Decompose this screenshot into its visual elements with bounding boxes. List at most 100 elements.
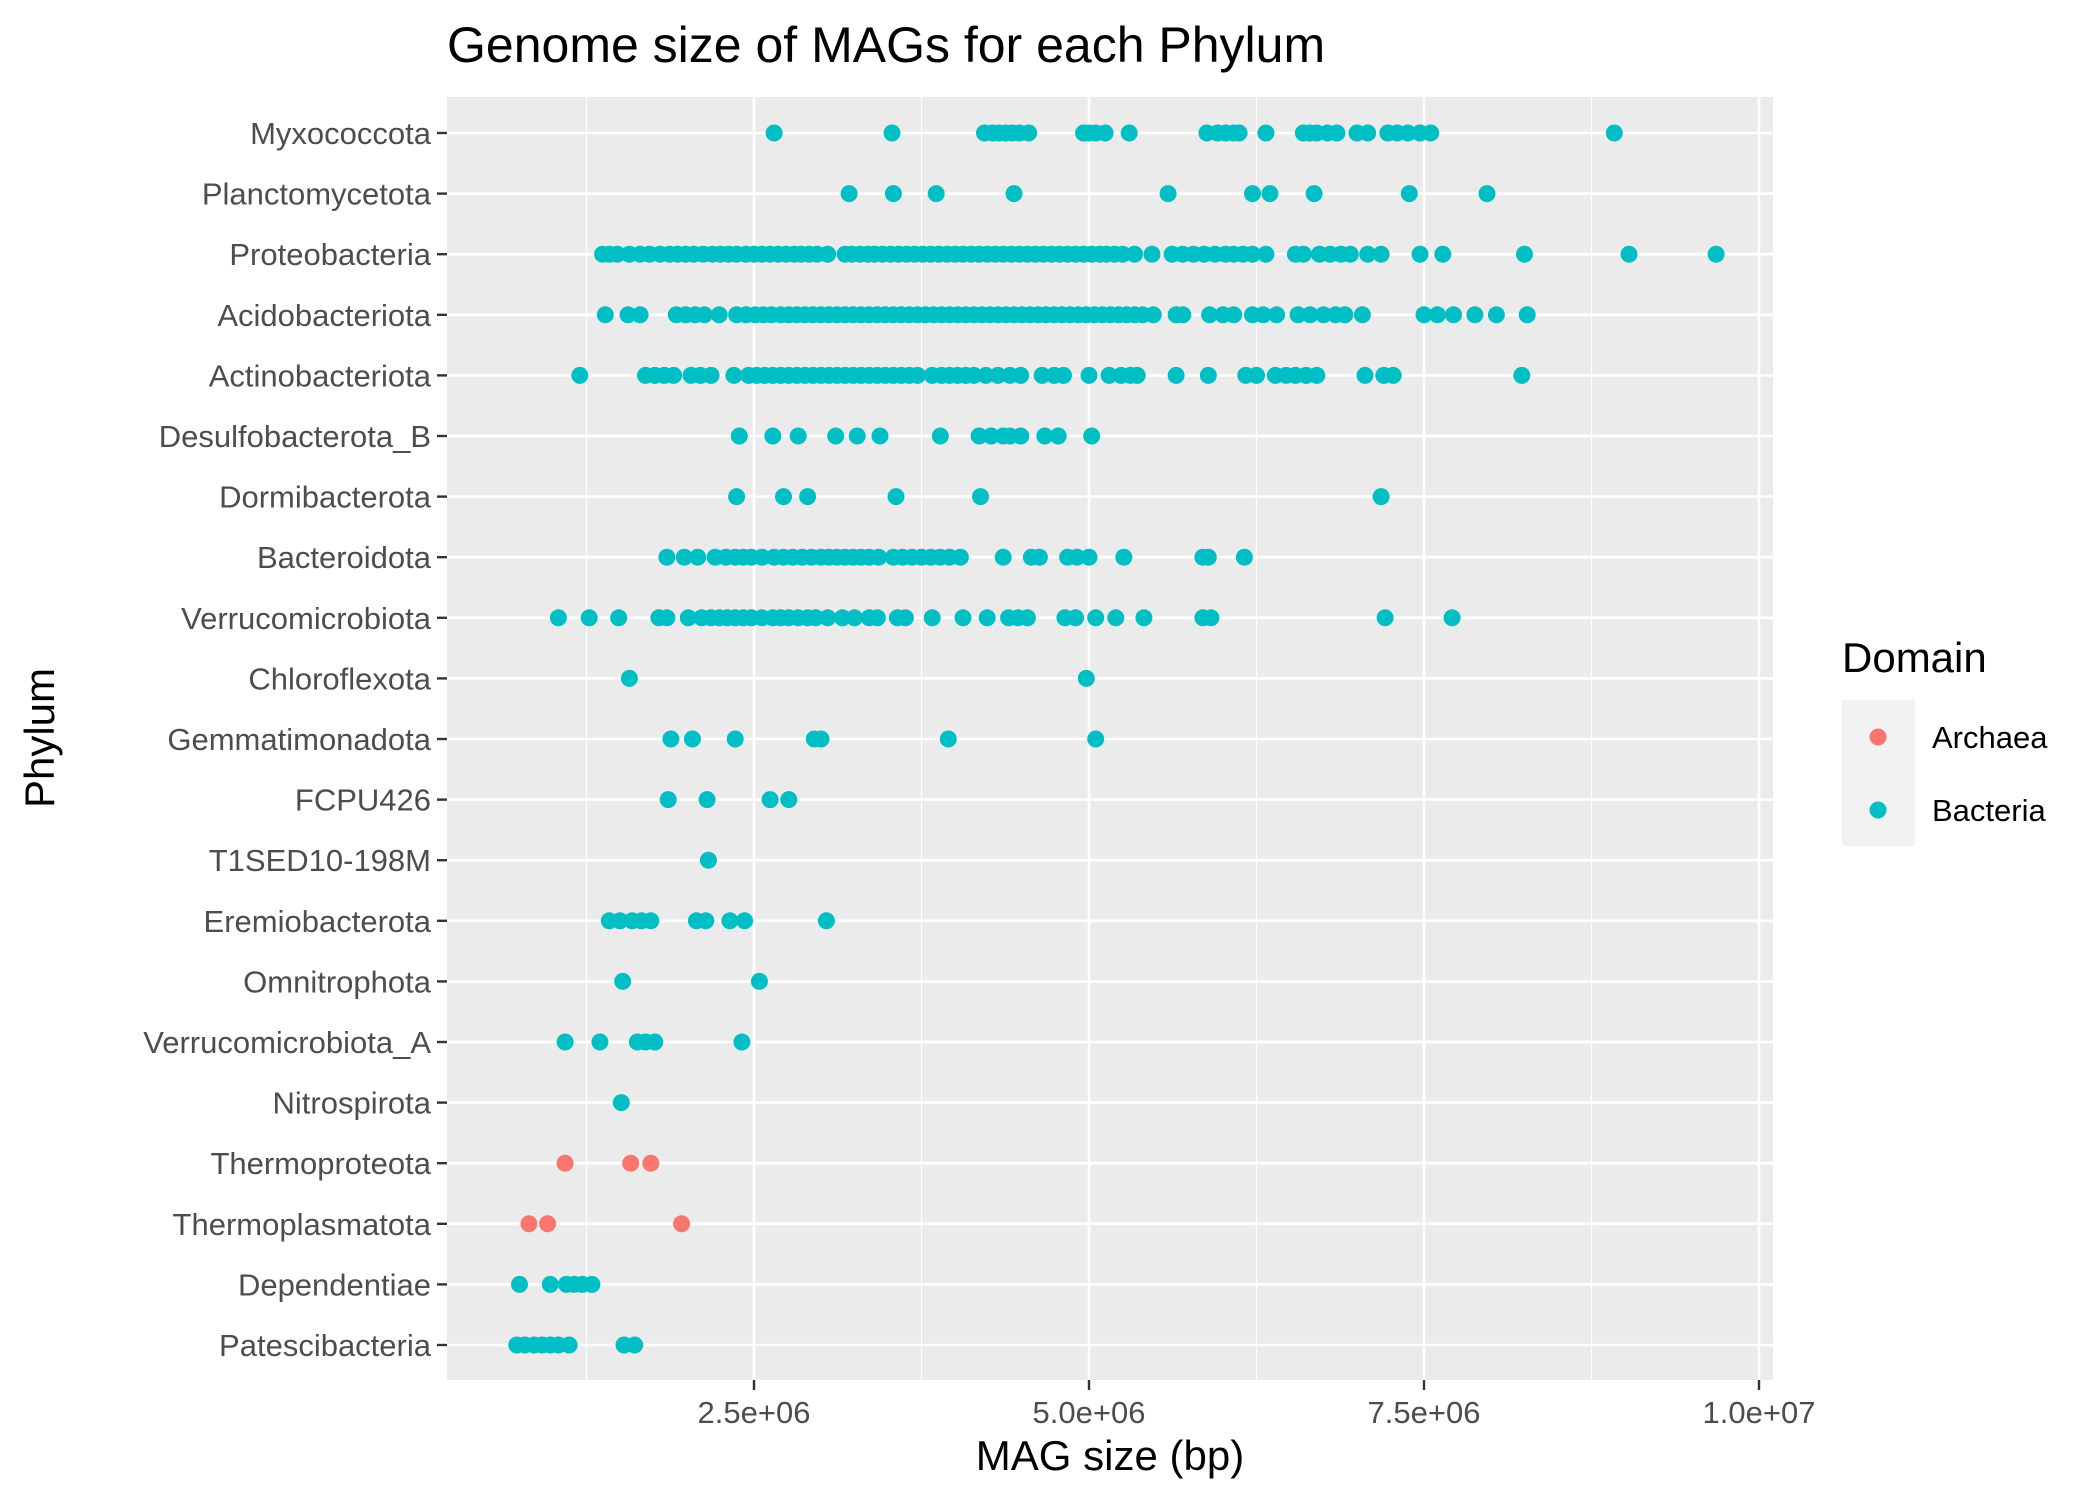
data-point-bacteria [614,972,632,990]
data-point-bacteria [761,791,779,809]
data-point-bacteria [642,912,660,930]
data-point-bacteria [549,609,567,627]
data-point-bacteria [1005,185,1023,203]
y-tick-label: Dormibacterota [219,480,432,515]
legend-label-archaea: Archaea [1932,720,2048,755]
data-point-bacteria [710,306,728,324]
data-point-bacteria [1257,124,1275,142]
data-point-bacteria [736,912,754,930]
data-point-bacteria [884,185,902,203]
data-point-bacteria [978,609,996,627]
x-axis: 2.5e+06 5.0e+06 7.5e+06 1.0e+07 [698,1380,1816,1430]
data-point-bacteria [989,366,1007,384]
data-point-bacteria [1399,124,1417,142]
data-point-bacteria [775,488,792,506]
y-tick-label: Chloroflexota [248,661,431,696]
y-tick-label: Patescibacteria [219,1328,432,1363]
data-point-bacteria [753,548,771,566]
data-point-bacteria [1230,124,1248,142]
data-point-bacteria [612,1094,630,1112]
data-point-bacteria [840,185,858,203]
data-point-archaea [539,1215,557,1233]
data-point-bacteria [626,1336,644,1354]
legend-key-archaea [1869,728,1887,746]
data-point-bacteria [1033,366,1051,384]
data-point-bacteria [1174,306,1192,324]
data-point-bacteria [1261,185,1279,203]
data-point-bacteria [1336,306,1354,324]
data-point-bacteria [870,548,888,566]
data-point-bacteria [927,185,945,203]
data-point-bacteria [1201,306,1219,324]
y-tick-label: Verrucomicrobiota_A [143,1025,431,1060]
y-tick-label: Eremiobacterota [204,904,432,939]
data-point-bacteria [1513,366,1531,384]
data-point-bacteria [807,609,825,627]
legend-entries: Archaea Bacteria [1869,720,2048,828]
legend-key-bacteria [1869,801,1887,819]
data-point-bacteria [1128,366,1146,384]
data-point-archaea [520,1215,538,1233]
data-point-bacteria [611,912,629,930]
data-point-bacteria [1400,185,1418,203]
x-tick-label: 7.5e+06 [1368,1395,1481,1430]
y-tick-label: Myxococcota [250,116,432,151]
data-point-bacteria [1707,245,1725,263]
data-point-bacteria [789,427,807,445]
data-point-bacteria [1143,245,1161,263]
legend-key-background [1842,700,1915,846]
data-point-bacteria [1080,548,1098,566]
data-point-bacteria [799,488,817,506]
x-tick-label: 1.0e+07 [1703,1395,1816,1430]
data-points [508,124,1725,1354]
x-tick-label: 5.0e+06 [1033,1395,1146,1430]
data-point-bacteria [833,609,851,627]
data-point-bacteria [1443,609,1461,627]
data-point-bacteria [1308,366,1326,384]
y-axis: Myxococcota Planctomycetota Proteobacteria… [143,116,447,1363]
data-point-bacteria [596,306,614,324]
data-point-bacteria [571,366,589,384]
data-point-bacteria [954,609,972,627]
data-point-bacteria [1012,366,1030,384]
data-point-bacteria [848,427,866,445]
data-point-bacteria [1120,124,1138,142]
data-point-bacteria [1126,245,1144,263]
data-point-bacteria [1012,427,1030,445]
data-point-bacteria [726,730,744,748]
data-point-bacteria [619,306,637,324]
data-point-bacteria [819,245,837,263]
data-point-bacteria [939,730,957,748]
data-point-bacteria [965,366,983,384]
data-point-bacteria [951,548,969,566]
data-point-bacteria [1376,609,1394,627]
data-point-bacteria [1030,548,1048,566]
data-point-bacteria [883,124,901,142]
data-point-bacteria [1445,306,1462,324]
data-point-bacteria [662,730,680,748]
data-point-bacteria [1144,306,1162,324]
data-point-bacteria [733,1033,751,1051]
data-point-bacteria [1248,366,1265,384]
y-tick-label: Desulfobacterota_B [159,419,431,454]
y-tick-label: Thermoproteota [210,1146,431,1181]
data-point-bacteria [1244,245,1261,263]
data-point-bacteria [1199,548,1217,566]
data-point-bacteria [730,427,748,445]
data-point-archaea [673,1215,691,1233]
data-point-bacteria [725,366,743,384]
data-point-bacteria [1257,245,1275,263]
data-point-bacteria [659,791,677,809]
data-point-bacteria [665,366,683,384]
data-point-bacteria [695,306,713,324]
y-tick-label: Acidobacteriota [217,298,431,333]
data-point-bacteria [1083,427,1101,445]
data-point-bacteria [1605,124,1623,142]
data-point-bacteria [658,548,676,566]
legend-title: Domain [1842,634,1987,681]
data-point-bacteria [1384,366,1402,384]
data-point-bacteria [871,427,889,445]
data-point-bacteria [511,1275,528,1293]
data-point-bacteria [972,488,989,506]
